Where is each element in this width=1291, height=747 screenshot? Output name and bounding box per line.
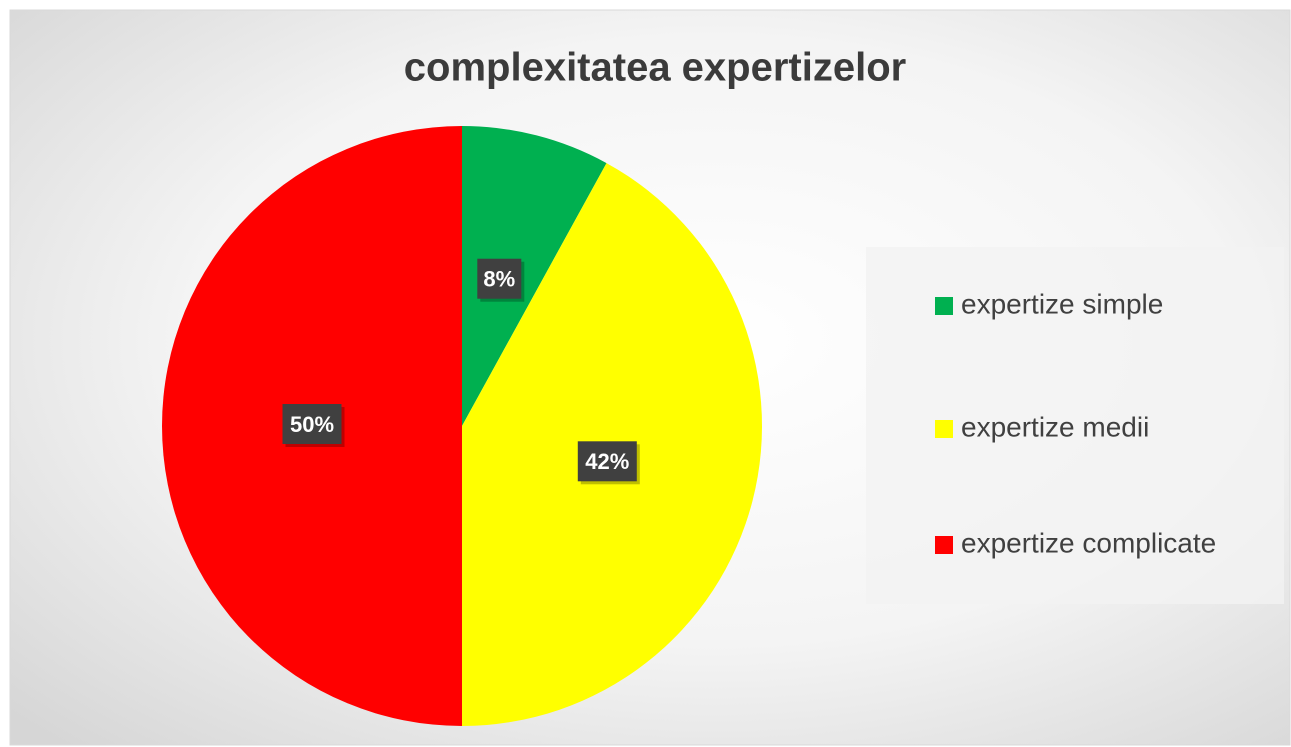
legend-swatch — [935, 297, 953, 315]
legend-label: expertize complicate — [961, 527, 1216, 558]
legend-swatch — [935, 420, 953, 438]
legend-label: expertize medii — [961, 411, 1149, 442]
legend-swatch — [935, 536, 953, 554]
data-label: 50% — [290, 412, 334, 437]
data-label-box — [577, 441, 637, 482]
chart-title: complexitatea expertizelor — [404, 46, 906, 90]
data-label-box — [282, 404, 342, 444]
legend-label: expertize simple — [961, 288, 1163, 319]
pie-slice — [462, 126, 607, 426]
data-label-box — [477, 258, 522, 299]
data-label: 42% — [585, 449, 629, 474]
data-label: 8% — [483, 267, 515, 292]
